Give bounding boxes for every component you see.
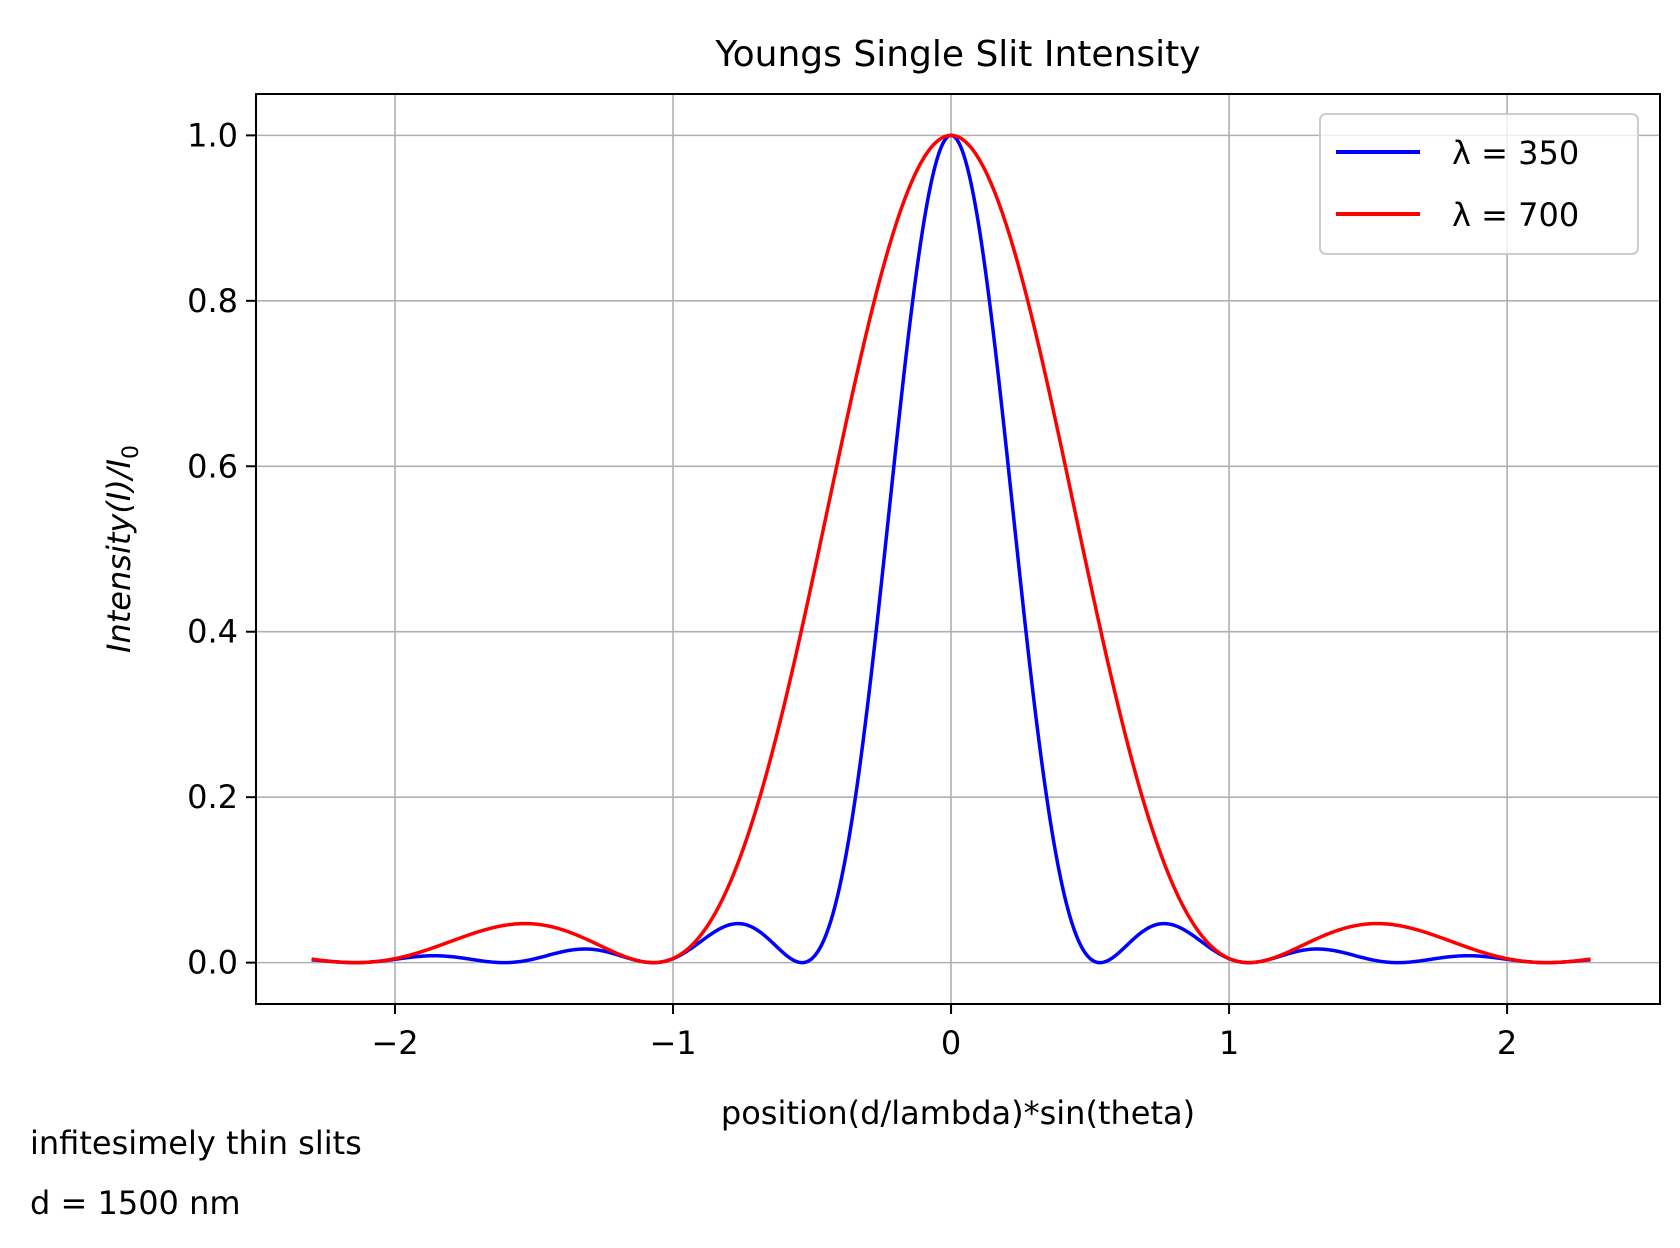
y-tick-label: 1.0 bbox=[187, 116, 238, 154]
x-tick-label: 2 bbox=[1497, 1024, 1517, 1062]
plot-frame bbox=[255, 93, 1661, 1005]
series-line-1 bbox=[311, 133, 1591, 965]
legend-label-350: λ = 350 bbox=[1452, 134, 1579, 172]
annotation-line-2: d = 1500 nm bbox=[30, 1184, 241, 1222]
x-axis: −2 −1 0 1 2 bbox=[371, 1004, 1517, 1062]
legend-label-700: λ = 700 bbox=[1452, 196, 1579, 234]
x-tick-label: −1 bbox=[649, 1024, 696, 1062]
y-tick-label: 0.4 bbox=[187, 613, 238, 651]
x-tick-label: 1 bbox=[1219, 1024, 1239, 1062]
y-tick-label: 0.0 bbox=[187, 944, 238, 982]
chart-title: Youngs Single Slit Intensity bbox=[714, 34, 1200, 75]
y-tick-label: 0.2 bbox=[187, 778, 238, 816]
y-tick-label: 0.8 bbox=[187, 282, 238, 320]
y-axis-label-main: Intensity(I)/I bbox=[100, 459, 138, 653]
legend: λ = 350 λ = 700 bbox=[1319, 113, 1639, 255]
y-axis: 0.0 0.2 0.4 0.6 0.8 1.0 bbox=[187, 116, 256, 982]
y-tick-label: 0.6 bbox=[187, 447, 238, 485]
x-tick-label: 0 bbox=[941, 1024, 961, 1062]
legend-box bbox=[1319, 113, 1639, 255]
y-axis-label-sub: 0 bbox=[119, 445, 144, 459]
x-tick-label: −2 bbox=[371, 1024, 418, 1062]
series-layer bbox=[311, 133, 1591, 965]
x-axis-label: position(d/lambda)*sin(theta) bbox=[721, 1094, 1195, 1132]
annotation-line-1: infitesimely thin slits bbox=[30, 1124, 362, 1162]
y-axis-label: Intensity(I)/I0 bbox=[100, 445, 144, 653]
